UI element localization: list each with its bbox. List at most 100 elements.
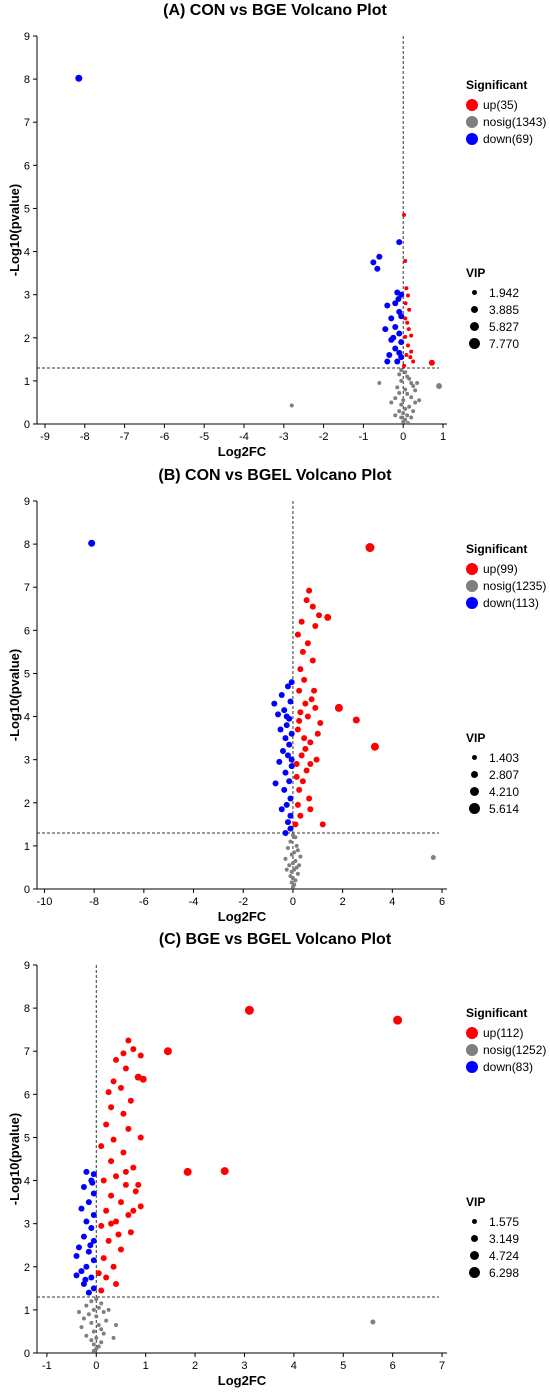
data-point-nosig [399, 415, 404, 420]
data-point-nosig [106, 1307, 111, 1312]
x-tick-label: 7 [439, 1360, 445, 1372]
data-point-nosig [79, 1325, 84, 1330]
data-point-down [287, 812, 294, 819]
vip-item: 5.827 [466, 318, 519, 335]
data-point-down [288, 763, 295, 770]
x-tick-label: 4 [291, 1360, 297, 1372]
data-point-up [298, 752, 305, 759]
data-point-nosig [94, 1335, 99, 1340]
data-point-up [298, 618, 305, 625]
y-tick-label: 6 [24, 625, 30, 637]
data-point-up [125, 1125, 132, 1132]
data-point-down [75, 1244, 82, 1251]
data-point-nosig [81, 1316, 86, 1321]
y-axis-label: -Log10(pvalue) [7, 184, 22, 276]
data-point-up [100, 1255, 107, 1262]
legend-label-nosig: nosig(1343) [483, 114, 547, 129]
vip-dot [470, 306, 478, 313]
data-point-up [393, 1015, 403, 1025]
data-point-up [125, 1212, 132, 1219]
vip-legend: VIP 1.403 2.807 4.210 5.614 [466, 731, 519, 817]
y-tick-label: 9 [24, 960, 30, 972]
data-point-up [127, 1229, 134, 1236]
data-point-up [108, 1104, 115, 1111]
data-point-nosig [288, 839, 293, 844]
legend-label-down: down(83) [483, 1059, 534, 1074]
legend-item-down: down(83) [466, 1058, 546, 1075]
data-point-up [296, 717, 303, 724]
data-point-down [283, 713, 290, 720]
vip-dot [469, 1251, 479, 1260]
data-point-nosig [104, 1318, 109, 1323]
legend-label-nosig: nosig(1235) [483, 578, 547, 593]
data-point-down [286, 778, 293, 785]
data-point-up [115, 1231, 122, 1238]
vip-item: 3.885 [466, 301, 519, 318]
legend-item-up: up(112) [466, 1024, 546, 1041]
data-point-up [95, 1270, 102, 1277]
data-point-nosig [86, 1312, 91, 1317]
data-point-up [130, 1164, 137, 1171]
data-point-down [78, 1268, 85, 1275]
vip-label: 4.210 [489, 784, 520, 799]
vip-dot [471, 1219, 477, 1224]
data-point-nosig [284, 867, 289, 872]
chart-title: (A) CON vs BGE Volcano Plot [163, 2, 387, 19]
data-point-up [317, 720, 324, 727]
x-tick-label: 2 [340, 896, 346, 908]
x-tick-label: -8 [80, 431, 90, 443]
data-point-nosig [403, 406, 408, 411]
data-point-down [398, 339, 405, 346]
legend-item-up: up(35) [466, 96, 546, 113]
chart-title: (B) CON vs BGEL Volcano Plot [158, 467, 392, 484]
vip-label: 5.614 [489, 801, 520, 816]
vip-label: 7.770 [489, 336, 520, 351]
data-point-nosig [94, 1297, 99, 1302]
data-point-nosig [430, 855, 436, 861]
data-point-up [132, 1188, 139, 1195]
chart-title: (C) BGE vs BGEL Volcano Plot [158, 931, 392, 948]
x-tick-label: -9 [40, 431, 50, 443]
vip-item: 7.770 [466, 335, 519, 352]
data-point-down [87, 1242, 94, 1249]
data-point-nosig [89, 1299, 94, 1304]
vip-item: 1.942 [466, 284, 519, 301]
data-point-down [386, 352, 393, 359]
data-point-up [294, 801, 301, 808]
data-point-down [392, 345, 399, 352]
data-point-nosig [415, 381, 420, 386]
volcano-plot-c: 0 1 2 3 4 5 6 7 8 9 -1 0 1 2 3 4 5 6 7 Log2FC -Log10(pvalue) [7, 960, 447, 1388]
data-point-nosig [295, 848, 300, 853]
legend-title: Significant [466, 542, 528, 556]
data-point-up [294, 631, 301, 638]
data-point-down [276, 758, 283, 765]
legend-dot-down [466, 132, 478, 145]
data-point-nosig [411, 409, 416, 414]
data-point-down [275, 711, 282, 718]
vip-dot [469, 322, 479, 331]
data-point-nosig [298, 854, 303, 859]
data-point-up [304, 640, 311, 647]
data-point-down [278, 806, 285, 813]
data-point-nosig [370, 1319, 376, 1325]
data-point-down [376, 253, 383, 260]
y-tick-label: 5 [24, 668, 30, 680]
vip-item: 5.614 [466, 800, 519, 817]
data-point-up [405, 343, 410, 348]
data-point-up [301, 676, 308, 683]
data-point-down [398, 354, 405, 361]
data-point-down [392, 300, 399, 307]
data-point-up [108, 1158, 115, 1165]
data-point-up [316, 612, 323, 619]
x-tick-label: -1 [359, 431, 369, 443]
data-point-down [88, 1274, 95, 1281]
volcano-plot-a: 0 1 2 3 4 5 6 7 8 9 -9 -8 -7 -6 -5 -4 -3 -2 -1 0 1 Log2FC -Log… [7, 31, 447, 459]
data-point-nosig [99, 1340, 104, 1345]
legend-item-nosig: nosig(1235) [466, 577, 546, 594]
data-point-nosig [91, 1348, 96, 1353]
vip-label: 3.885 [489, 302, 520, 317]
data-point-down [284, 819, 291, 826]
data-point-nosig [407, 404, 412, 409]
significance-legend: Significant up(35) nosig(1343) down(69) [466, 78, 546, 147]
data-point-down [282, 829, 289, 836]
